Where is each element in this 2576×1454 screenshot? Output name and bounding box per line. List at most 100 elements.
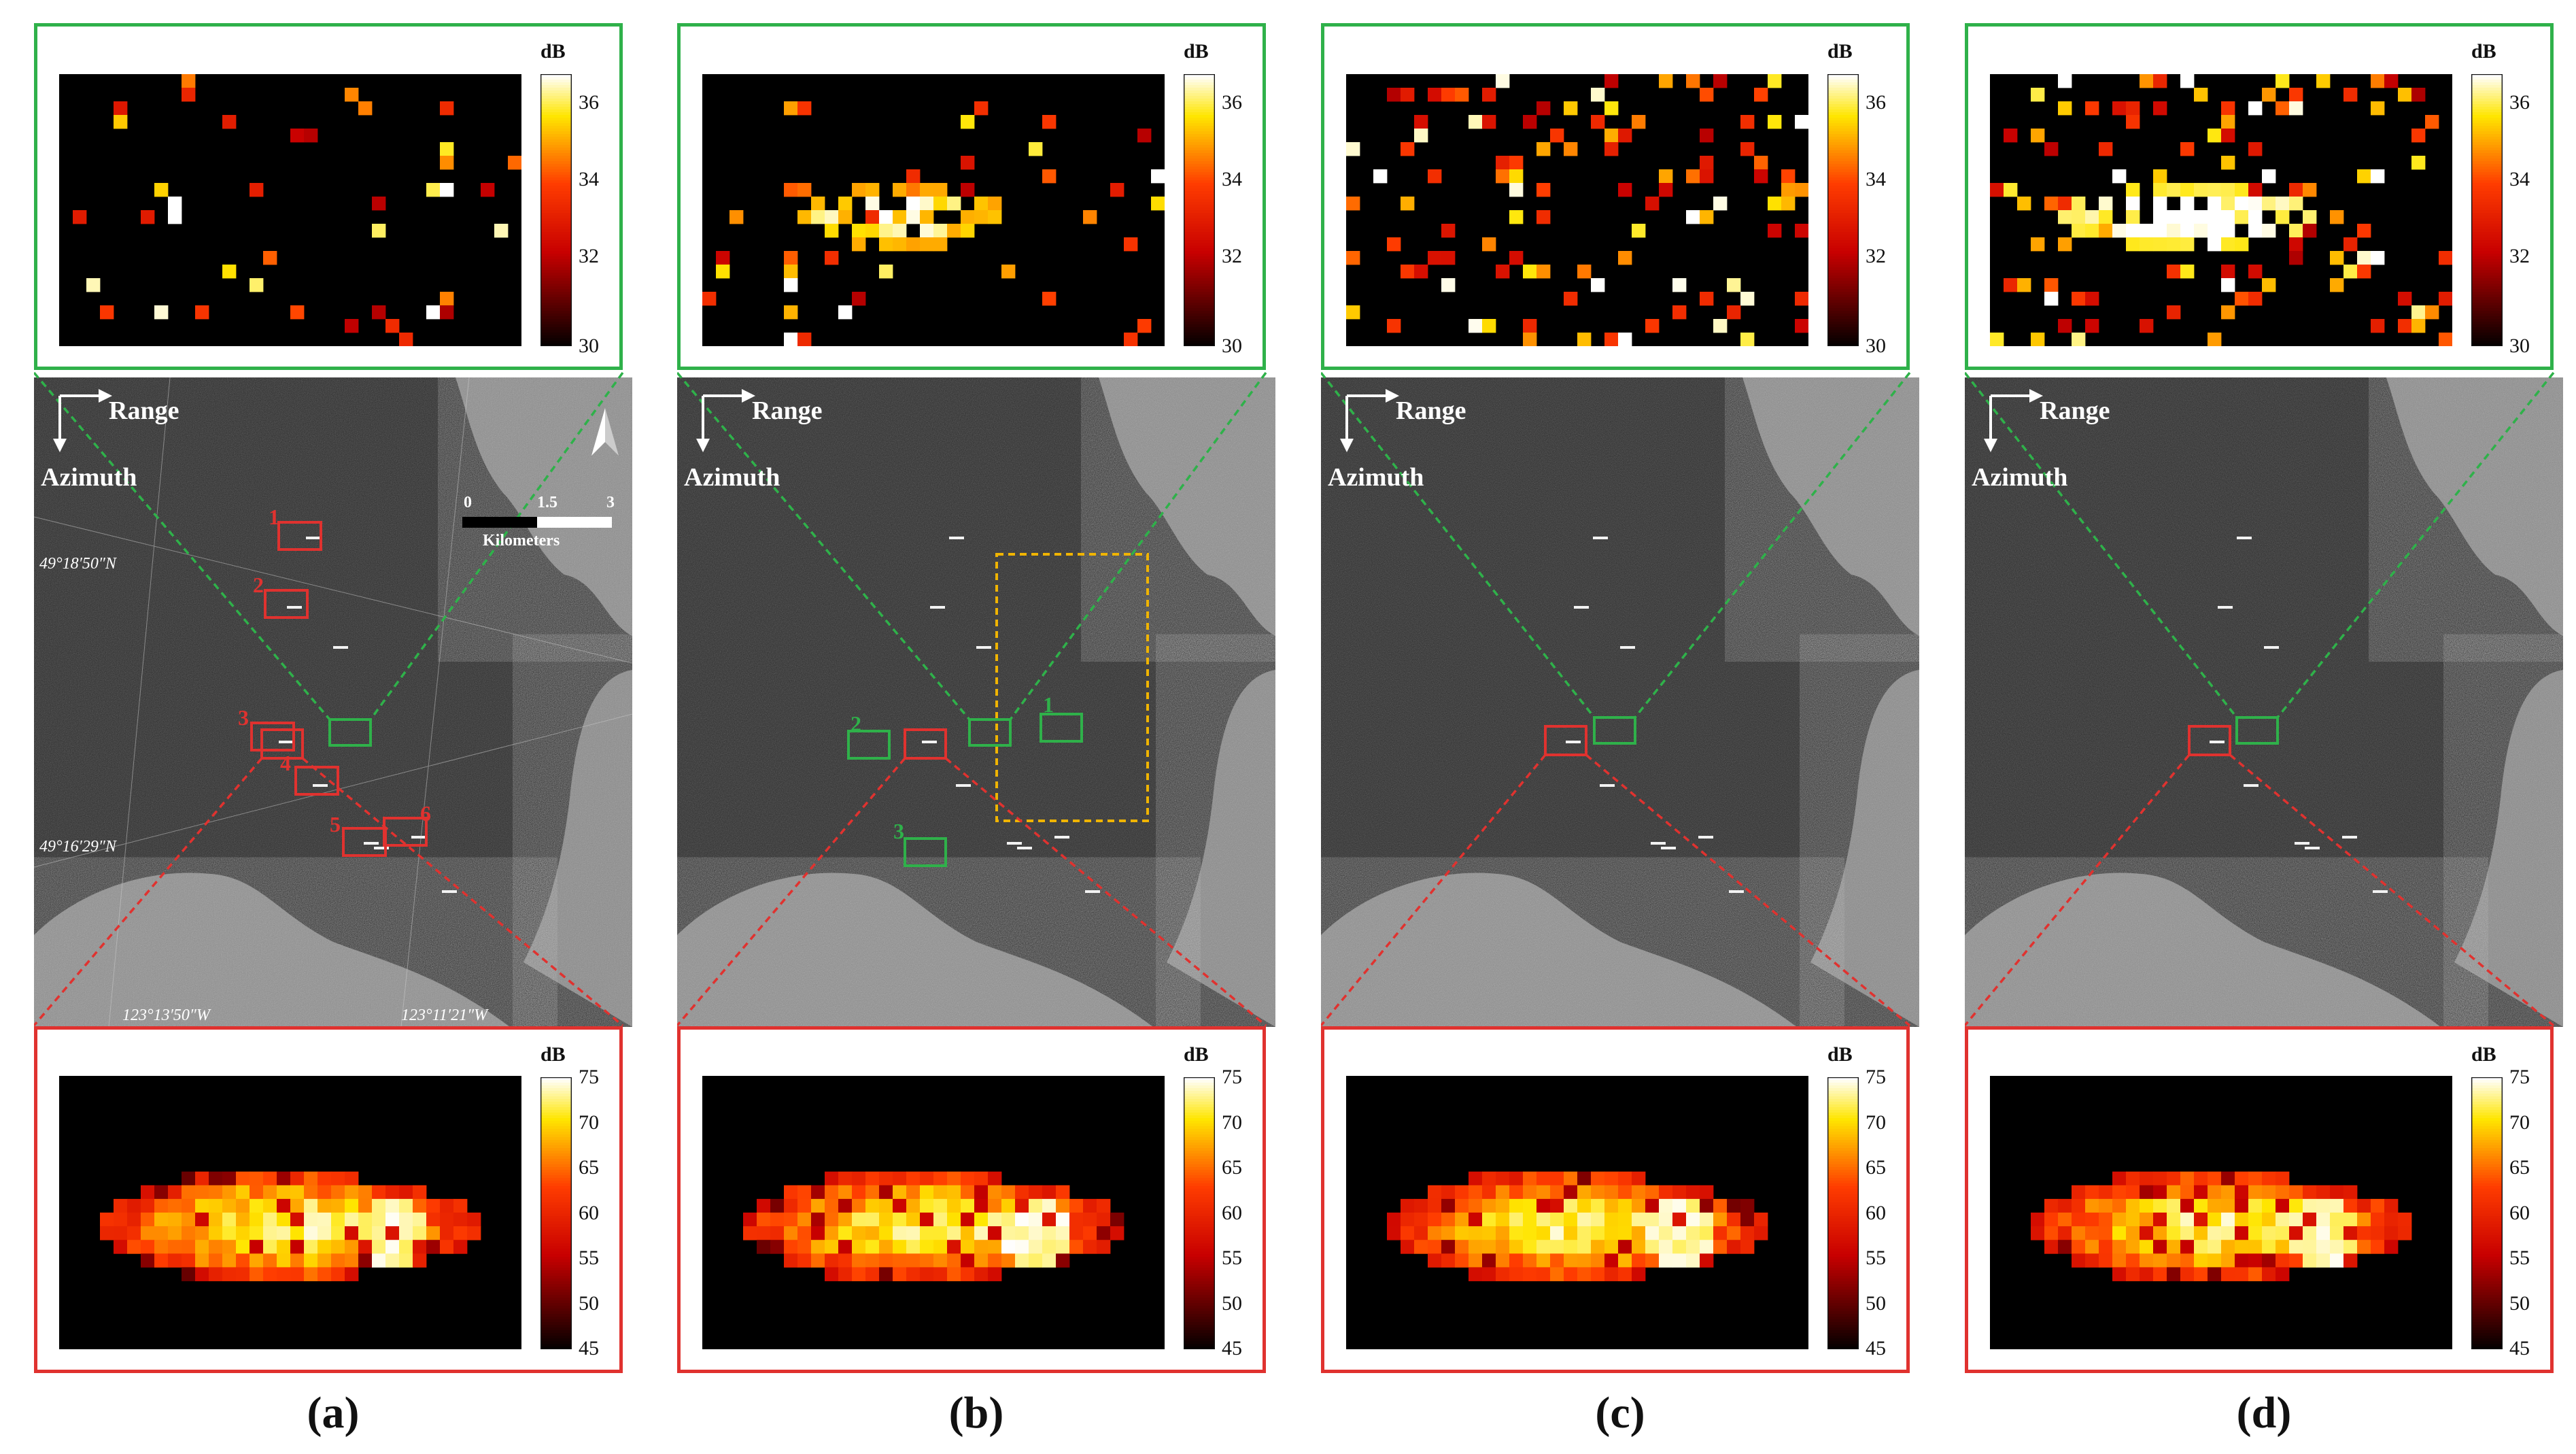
- target-heatmap: [1346, 1076, 1808, 1349]
- colorbar-unit: dB: [1827, 40, 1853, 63]
- colorbar-tick: 34: [579, 168, 599, 190]
- colorbar-tick: 65: [1866, 1156, 1886, 1179]
- azimuth-label: Azimuth: [684, 463, 780, 492]
- clutter-heatmap: [1346, 74, 1808, 346]
- zoom-clutter-box: dB 36 34 32 30: [34, 23, 623, 370]
- colorbar-tick: 55: [1222, 1247, 1242, 1269]
- colorbar-tick: 60: [2509, 1201, 2530, 1224]
- colorbar: [1827, 1077, 1859, 1349]
- panel-a: dB 36 34 32 30 dB 75 70 65 60 55 50 45 Range Azim…: [34, 0, 632, 1454]
- colorbar: [1184, 1077, 1215, 1349]
- colorbar-tick: 50: [579, 1291, 599, 1315]
- zoom-target-box: dB 75 70 65 60 55 50 45: [34, 1026, 623, 1373]
- colorbar: [540, 1077, 572, 1349]
- clutter-number: 2: [851, 711, 861, 736]
- colorbar-tick: 45: [1866, 1337, 1886, 1359]
- scale-bar-tick: 0: [464, 494, 472, 511]
- colorbar-tick: 65: [2509, 1156, 2530, 1179]
- panel-caption: (b): [948, 1388, 1004, 1438]
- colorbar-tick: 75: [579, 1066, 599, 1088]
- colorbar-tick: 36: [1866, 91, 1886, 114]
- colorbar-tick: 32: [1222, 245, 1242, 267]
- colorbar: [2471, 74, 2503, 346]
- colorbar-tick: 45: [1222, 1337, 1242, 1359]
- azimuth-label: Azimuth: [41, 463, 137, 492]
- target-number: 2: [253, 573, 264, 597]
- clutter-heatmap: [59, 74, 521, 346]
- colorbar-tick: 55: [579, 1247, 599, 1269]
- colorbar-tick: 30: [1866, 335, 1886, 357]
- zoom-clutter-box: dB 36 34 32 30: [1965, 23, 2554, 370]
- colorbar: [1827, 74, 1859, 346]
- clutter-heatmap: [702, 74, 1165, 346]
- colorbar-tick: 70: [579, 1111, 599, 1134]
- coordinate-label: 123°11′21″W: [401, 1007, 488, 1024]
- azimuth-label: Azimuth: [1328, 463, 1424, 492]
- colorbar-tick: 65: [1222, 1156, 1242, 1179]
- colorbar-unit: dB: [540, 1043, 566, 1066]
- colorbar-unit: dB: [540, 40, 566, 63]
- colorbar-tick: 65: [579, 1156, 599, 1179]
- colorbar-tick: 30: [2509, 335, 2530, 357]
- colorbar-tick: 70: [1222, 1111, 1242, 1134]
- range-label: Range: [752, 396, 823, 425]
- colorbar: [540, 74, 572, 346]
- colorbar-unit: dB: [1184, 1043, 1209, 1066]
- colorbar-tick: 50: [1866, 1291, 1886, 1315]
- target-number: 4: [280, 751, 291, 775]
- zoom-target-box: dB 75 70 65 60 55 50 45: [677, 1026, 1266, 1373]
- colorbar-tick: 70: [1866, 1111, 1886, 1134]
- colorbar-tick: 34: [1222, 168, 1242, 190]
- colorbar-tick: 55: [2509, 1247, 2530, 1269]
- range-label: Range: [2040, 396, 2110, 425]
- clutter-number: 3: [893, 819, 904, 843]
- colorbar-tick: 55: [1866, 1247, 1886, 1269]
- colorbar-tick: 50: [1222, 1291, 1242, 1315]
- colorbar-tick: 30: [579, 335, 599, 357]
- coordinate-label: 49°18′50″N: [39, 555, 116, 573]
- coordinate-label: 49°16′29″N: [39, 838, 116, 856]
- colorbar-tick: 50: [2509, 1291, 2530, 1315]
- zoom-target-box: dB 75 70 65 60 55 50 45: [1965, 1026, 2554, 1373]
- panel-b: dB 36 34 32 30 dB 75 70 65 60 55 50 45 Range Azim…: [677, 0, 1275, 1454]
- panel-caption: (d): [2236, 1388, 2292, 1438]
- panel-caption: (c): [1595, 1388, 1645, 1438]
- target-heatmap: [59, 1076, 521, 1349]
- colorbar-tick: 75: [1222, 1066, 1242, 1088]
- colorbar-tick: 60: [579, 1201, 599, 1224]
- colorbar-unit: dB: [1827, 1043, 1853, 1066]
- zoom-clutter-box: dB 36 34 32 30: [677, 23, 1266, 370]
- colorbar: [2471, 1077, 2503, 1349]
- colorbar-unit: dB: [2471, 40, 2496, 63]
- colorbar-tick: 60: [1222, 1201, 1242, 1224]
- target-heatmap: [702, 1076, 1165, 1349]
- scale-bar-tick: 1.5: [537, 494, 557, 511]
- colorbar-tick: 75: [1866, 1066, 1886, 1088]
- colorbar-tick: 45: [579, 1337, 599, 1359]
- colorbar: [1184, 74, 1215, 346]
- colorbar-tick: 60: [1866, 1201, 1886, 1224]
- target-number: 3: [238, 705, 249, 730]
- colorbar-unit: dB: [2471, 1043, 2496, 1066]
- target-number: 6: [420, 801, 431, 826]
- panel-caption: (a): [307, 1388, 360, 1438]
- range-label: Range: [1396, 396, 1466, 425]
- zoom-clutter-box: dB 36 34 32 30: [1321, 23, 1910, 370]
- zoom-target-box: dB 75 70 65 60 55 50 45: [1321, 1026, 1910, 1373]
- panel-c: dB 36 34 32 30 dB 75 70 65 60 55 50 45 Range Azim…: [1321, 0, 1919, 1454]
- colorbar-tick: 36: [2509, 91, 2530, 114]
- target-heatmap: [1990, 1076, 2452, 1349]
- colorbar-tick: 32: [2509, 245, 2530, 267]
- colorbar-tick: 70: [2509, 1111, 2530, 1134]
- colorbar-tick: 36: [579, 91, 599, 114]
- azimuth-label: Azimuth: [1972, 463, 2068, 492]
- colorbar-tick: 75: [2509, 1066, 2530, 1088]
- range-label: Range: [109, 396, 179, 425]
- coordinate-label: 123°13′50″W: [122, 1007, 210, 1024]
- colorbar-tick: 34: [2509, 168, 2530, 190]
- clutter-heatmap: [1990, 74, 2452, 346]
- clutter-number: 1: [1043, 692, 1054, 717]
- scale-bar-tick: 3: [606, 494, 615, 511]
- colorbar-tick: 30: [1222, 335, 1242, 357]
